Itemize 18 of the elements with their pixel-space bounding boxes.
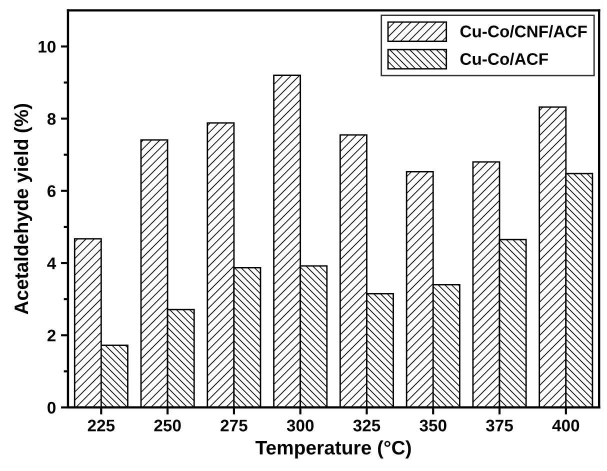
x-tick-label: 375 bbox=[486, 420, 513, 432]
y-tick-label: 4 bbox=[47, 258, 56, 270]
y-axis-title: Acetaldehyde yield (%) bbox=[14, 104, 32, 314]
x-tick-label: 350 bbox=[420, 420, 446, 432]
x-tick-label: 275 bbox=[220, 420, 248, 432]
y-tick-label: 0 bbox=[48, 402, 56, 414]
y-tick-label: 8 bbox=[47, 113, 56, 125]
x-tick-label: 300 bbox=[286, 420, 314, 432]
x-axis-title: Temperature (°C) bbox=[256, 440, 411, 458]
x-tick-label: 325 bbox=[353, 420, 380, 432]
y-tick-label: 2 bbox=[47, 330, 56, 342]
legend-label: Cu-Co/ACF bbox=[460, 52, 548, 66]
x-tick-label: 225 bbox=[88, 420, 115, 432]
x-tick-label: 400 bbox=[552, 420, 580, 432]
legend-label: Cu-Co/CNF/ACF bbox=[460, 25, 587, 38]
y-tick-label: 6 bbox=[48, 185, 56, 198]
y-tick-label: 10 bbox=[38, 40, 56, 53]
x-tick-label: 250 bbox=[154, 420, 181, 432]
